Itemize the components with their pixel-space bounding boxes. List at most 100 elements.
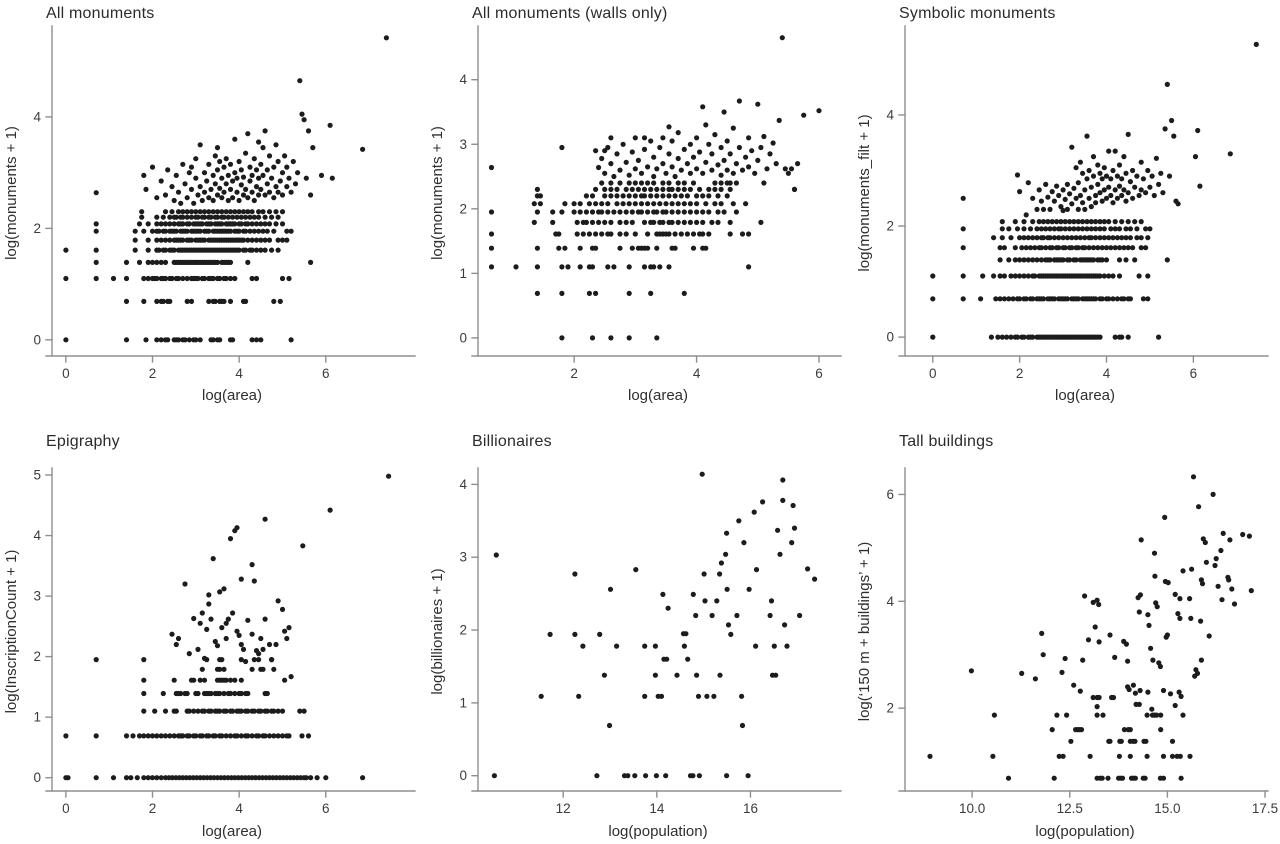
data-point (980, 273, 986, 279)
data-point (162, 733, 169, 739)
data-point (559, 144, 565, 151)
data-point (605, 144, 611, 151)
data-point (730, 125, 736, 131)
data-point (234, 189, 240, 195)
data-point (997, 245, 1003, 251)
data-point (266, 153, 273, 159)
data-point (690, 231, 697, 237)
data-point (1198, 618, 1204, 624)
data-point (1190, 474, 1197, 480)
data-point (1006, 257, 1012, 263)
data-point (617, 209, 623, 215)
data-point (690, 154, 697, 160)
data-point (1034, 226, 1040, 232)
data-point (1058, 226, 1064, 232)
data-point (1073, 165, 1079, 171)
data-point (193, 337, 199, 343)
data-point (712, 132, 718, 138)
data-point (1060, 187, 1066, 193)
data-point (611, 173, 617, 180)
data-point (791, 525, 798, 531)
data-point (1075, 245, 1081, 251)
x-tick-label: 4 (1103, 366, 1111, 381)
data-point (1162, 126, 1168, 132)
x-tick-label: 14 (649, 801, 665, 816)
data-point (1067, 257, 1073, 263)
data-point (253, 337, 260, 343)
data-point (271, 708, 277, 714)
data-point (1116, 273, 1123, 279)
data-point (534, 290, 540, 296)
data-point (684, 161, 690, 167)
data-point (700, 231, 706, 237)
data-point (186, 337, 192, 343)
data-point (665, 605, 671, 611)
data-point (1253, 41, 1259, 48)
data-point (773, 672, 779, 678)
data-point (256, 209, 262, 215)
data-point (249, 275, 255, 282)
data-point (721, 109, 727, 115)
data-point (562, 201, 568, 207)
data-point (745, 773, 751, 779)
data-point (1119, 192, 1125, 199)
data-point (1178, 775, 1184, 781)
data-point (1085, 637, 1092, 643)
data-point (599, 231, 605, 237)
data-point (1101, 273, 1107, 279)
data-point (715, 162, 721, 168)
data-point (303, 775, 309, 781)
data-point (206, 195, 212, 201)
data-point (997, 273, 1003, 279)
data-point (559, 335, 565, 341)
data-point (225, 197, 231, 204)
data-point (180, 221, 186, 227)
data-point (158, 733, 164, 739)
data-point (299, 733, 305, 739)
data-point (201, 275, 208, 282)
data-point (1178, 693, 1184, 699)
data-point (271, 733, 277, 739)
data-point (743, 154, 749, 160)
chart-symbolic-monuments: Symbolic monuments 0 2 4 6 0 2 4 log(area) log(mo… (856, 5, 1269, 404)
data-point (383, 35, 389, 41)
data-point (1097, 170, 1103, 176)
data-point (240, 192, 247, 198)
data-point (709, 151, 715, 157)
data-point (305, 733, 312, 739)
y-axis-label: log(billionaires + 1) (429, 568, 446, 694)
data-point (193, 175, 199, 181)
data-point (706, 231, 712, 237)
data-point (234, 175, 240, 181)
data-point (1062, 226, 1068, 232)
data-point (1030, 296, 1036, 302)
x-tick-label: 6 (322, 801, 330, 816)
data-point (210, 556, 216, 562)
data-point (1153, 155, 1159, 161)
data-point (780, 497, 786, 503)
y-tick-label: 6 (886, 487, 894, 502)
data-point (638, 209, 645, 215)
data-point (712, 201, 718, 207)
data-point (145, 247, 151, 253)
data-point (1167, 691, 1174, 697)
data-point (232, 677, 238, 683)
data-point (715, 193, 721, 199)
y-tick-label: 3 (459, 137, 467, 152)
data-point (694, 193, 700, 199)
data-point (1032, 245, 1038, 251)
data-point (1086, 167, 1092, 174)
data-point (214, 145, 221, 151)
data-point (1017, 235, 1023, 241)
data-point (758, 144, 764, 151)
data-point (577, 201, 583, 207)
data-point (746, 264, 752, 270)
data-point (262, 221, 268, 227)
data-point (210, 197, 216, 204)
data-point (1206, 633, 1212, 639)
data-point (602, 219, 608, 225)
data-point (993, 296, 999, 302)
data-point (651, 219, 657, 225)
data-point (1116, 257, 1123, 263)
data-point (960, 273, 966, 279)
